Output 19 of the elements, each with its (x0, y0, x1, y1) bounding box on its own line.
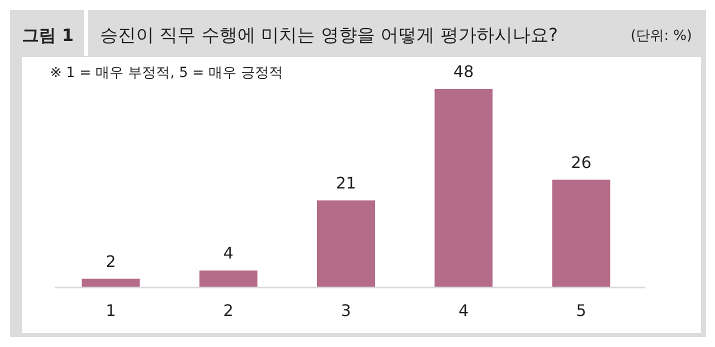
bar (317, 200, 375, 287)
x-tick-label: 3 (340, 301, 352, 320)
data-label: 21 (336, 173, 356, 192)
bar (434, 89, 493, 287)
x-tick-label: 2 (223, 301, 234, 320)
caption: 그림 1 (22, 26, 74, 46)
x-tick-label: 1 (106, 301, 116, 320)
x-tick-label: 5 (576, 301, 586, 320)
data-label: 26 (571, 152, 592, 172)
bar (82, 278, 140, 287)
bar (199, 270, 258, 287)
text: (단위: %) (630, 28, 692, 44)
text: ※ 1 = 매우 부정적, 5 = 매우 긍정적 (50, 65, 284, 81)
bar (552, 180, 610, 287)
data-label: 48 (453, 62, 474, 81)
x-tick-label: 4 (458, 301, 469, 320)
chart-title: 승진이 직무 수행에 미치는 영향을 어떻게 평가하시나요? (100, 25, 558, 46)
data-label: 2 (106, 252, 116, 271)
data-label: 4 (223, 244, 234, 262)
